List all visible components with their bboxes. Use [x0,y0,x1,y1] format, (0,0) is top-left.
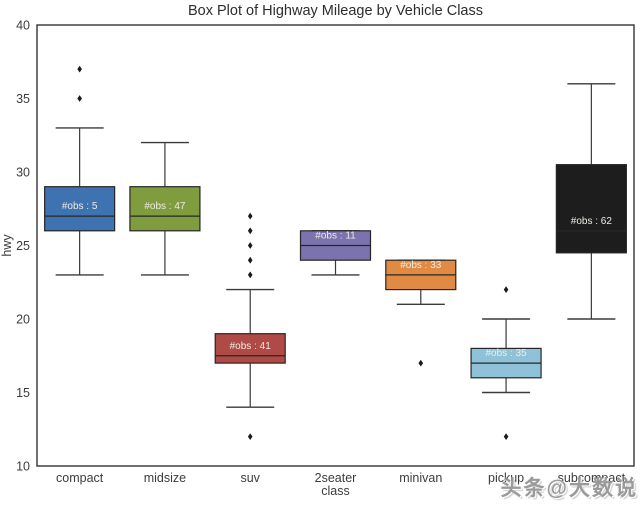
y-axis-label: hwy [0,234,14,257]
x-tick-label-midsize: midsize [144,471,186,485]
x-axis-label: class [321,484,349,498]
outlier-suv-24 [247,256,253,264]
outlier-suv-26 [247,227,253,235]
box-suv [214,333,286,364]
y-tick-label-15: 15 [16,386,30,400]
outlier-minivan-17 [418,359,424,367]
obs-label-midsize: #obs : 47 [144,201,186,212]
obs-label-2seater: #obs : 11 [315,231,356,242]
y-tick-label-30: 30 [16,166,30,180]
outlier-compact-37 [77,65,82,73]
x-tick-label-minivan: minivan [399,471,442,485]
x-tick-label-2seater: 2seater [315,471,357,485]
box-subcompact [555,164,627,254]
box-midsize [129,186,201,232]
outlier-suv-27 [247,212,253,220]
obs-label-compact: #obs : 5 [62,201,98,212]
chart-title: Box Plot of Highway Mileage by Vehicle C… [188,3,483,19]
obs-label-subcompact: #obs : 62 [571,216,613,227]
x-tick-label-compact: compact [56,471,104,485]
x-tick-label-subcompact: subcompact [558,471,626,485]
outlier-suv-23 [247,271,253,279]
y-tick-label-35: 35 [16,92,30,106]
x-tick-label-suv: suv [240,471,260,485]
outlier-suv-25 [247,242,253,249]
watermark-text: 头条@大数说 [500,477,638,500]
outlier-pickup-12 [503,433,509,440]
y-tick-label-20: 20 [16,313,30,327]
plot-frame [36,24,635,467]
y-tick-label-10: 10 [16,460,30,474]
outlier-suv-12 [247,433,253,440]
y-tick-label-25: 25 [16,239,30,253]
box-compact [44,186,116,232]
obs-label-pickup: #obs : 35 [485,348,527,359]
x-tick-label-pickup: pickup [488,471,524,485]
obs-label-suv: #obs : 41 [230,341,272,352]
obs-label-minivan: #obs : 33 [400,260,442,271]
outlier-pickup-22 [503,286,509,293]
y-tick-label-40: 40 [16,19,30,33]
outlier-compact-35 [77,95,82,102]
